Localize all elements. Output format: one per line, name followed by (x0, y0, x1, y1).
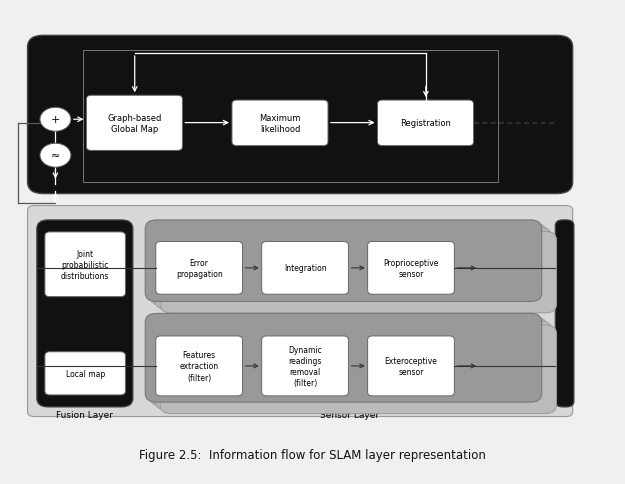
FancyBboxPatch shape (262, 336, 348, 396)
FancyBboxPatch shape (150, 224, 547, 305)
Text: Sensor Layer: Sensor Layer (320, 410, 379, 420)
FancyBboxPatch shape (262, 242, 348, 295)
FancyBboxPatch shape (378, 101, 474, 146)
FancyBboxPatch shape (86, 96, 182, 151)
FancyBboxPatch shape (150, 318, 547, 406)
Circle shape (40, 144, 71, 168)
Text: Exteroceptive
sensor: Exteroceptive sensor (384, 356, 438, 376)
FancyBboxPatch shape (37, 221, 133, 407)
FancyBboxPatch shape (368, 242, 454, 295)
Text: Registration: Registration (400, 119, 451, 128)
FancyBboxPatch shape (160, 232, 556, 313)
Text: Features
extraction
(filter): Features extraction (filter) (179, 350, 219, 382)
Text: Integration: Integration (284, 264, 326, 273)
FancyBboxPatch shape (45, 352, 126, 395)
FancyBboxPatch shape (145, 221, 542, 302)
Text: Joint
probabilistic
distributions: Joint probabilistic distributions (61, 249, 109, 280)
Text: Maximum
likelihood: Maximum likelihood (259, 114, 301, 134)
Text: ≈: ≈ (51, 151, 60, 161)
FancyBboxPatch shape (160, 325, 556, 414)
FancyBboxPatch shape (556, 221, 574, 407)
FancyBboxPatch shape (155, 321, 552, 410)
FancyBboxPatch shape (28, 36, 572, 194)
FancyBboxPatch shape (232, 101, 328, 146)
Text: Error
propagation: Error propagation (176, 258, 222, 278)
Text: Figure 2.5:  Information flow for SLAM layer representation: Figure 2.5: Information flow for SLAM la… (139, 449, 486, 461)
FancyBboxPatch shape (368, 336, 454, 396)
Text: Dynamic
readings
removal
(filter): Dynamic readings removal (filter) (288, 345, 322, 387)
FancyBboxPatch shape (156, 336, 242, 396)
FancyBboxPatch shape (45, 232, 126, 297)
FancyBboxPatch shape (145, 314, 542, 402)
Circle shape (40, 108, 71, 132)
Text: Graph-based
Global Map: Graph-based Global Map (107, 114, 162, 134)
Text: Proprioceptive
sensor: Proprioceptive sensor (383, 258, 439, 278)
FancyBboxPatch shape (156, 242, 242, 295)
FancyBboxPatch shape (28, 206, 572, 417)
Text: Local map: Local map (66, 369, 105, 378)
Text: +: + (51, 115, 60, 125)
FancyBboxPatch shape (155, 228, 552, 309)
Text: Fusion Layer: Fusion Layer (56, 410, 113, 420)
Bar (83, 51, 498, 182)
